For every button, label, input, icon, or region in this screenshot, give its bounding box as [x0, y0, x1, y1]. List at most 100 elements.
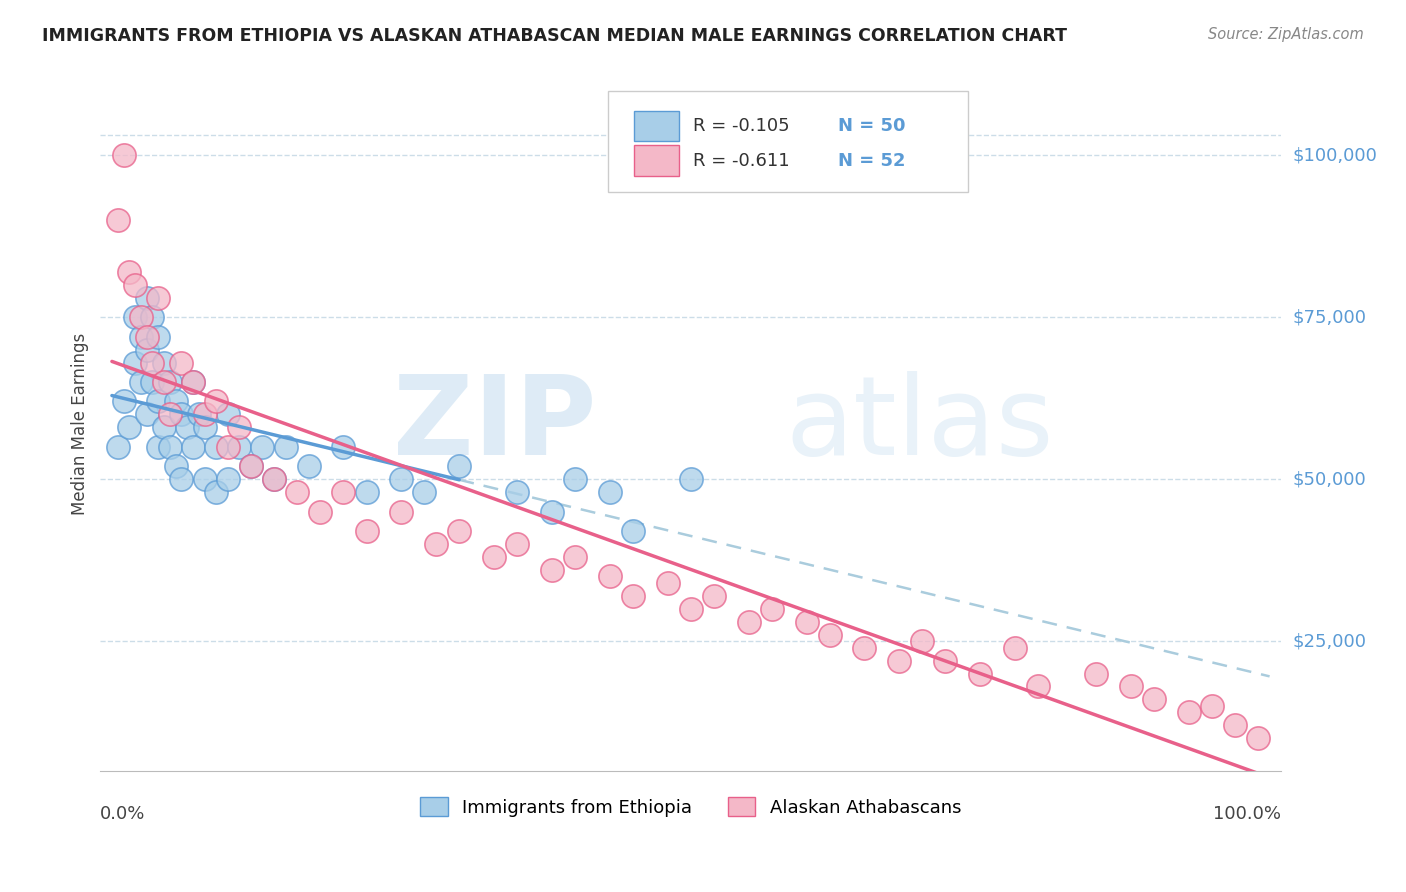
- Point: [969, 666, 991, 681]
- Point: [564, 472, 586, 486]
- Point: [205, 394, 228, 409]
- Point: [118, 420, 141, 434]
- Point: [153, 420, 176, 434]
- Point: [153, 355, 176, 369]
- Text: 100.0%: 100.0%: [1213, 805, 1281, 823]
- Point: [934, 654, 956, 668]
- Text: R = -0.105: R = -0.105: [693, 117, 790, 135]
- Point: [1004, 640, 1026, 655]
- Point: [449, 459, 471, 474]
- Text: $50,000: $50,000: [1294, 470, 1367, 488]
- Point: [599, 569, 621, 583]
- Point: [124, 310, 146, 325]
- Point: [540, 504, 562, 518]
- Point: [703, 589, 725, 603]
- Point: [239, 459, 262, 474]
- Point: [170, 408, 193, 422]
- Point: [263, 472, 285, 486]
- Text: $75,000: $75,000: [1294, 308, 1367, 326]
- Point: [124, 355, 146, 369]
- Point: [148, 291, 170, 305]
- Point: [506, 485, 529, 500]
- Point: [107, 213, 129, 227]
- Point: [449, 524, 471, 538]
- Point: [1223, 718, 1246, 732]
- Point: [135, 291, 157, 305]
- Point: [540, 563, 562, 577]
- Point: [153, 375, 176, 389]
- Point: [176, 420, 198, 434]
- Point: [135, 343, 157, 357]
- Point: [506, 537, 529, 551]
- Point: [129, 329, 152, 343]
- Point: [181, 375, 204, 389]
- Point: [239, 459, 262, 474]
- Point: [228, 420, 250, 434]
- Point: [818, 627, 841, 641]
- Point: [112, 148, 135, 162]
- Point: [129, 310, 152, 325]
- Point: [124, 277, 146, 292]
- Point: [482, 549, 505, 564]
- Point: [298, 459, 321, 474]
- Point: [679, 472, 702, 486]
- Point: [1084, 666, 1107, 681]
- Point: [599, 485, 621, 500]
- Point: [1177, 706, 1199, 720]
- FancyBboxPatch shape: [609, 91, 969, 192]
- Text: ZIP: ZIP: [392, 370, 596, 477]
- Point: [332, 440, 354, 454]
- Point: [141, 310, 163, 325]
- Point: [356, 524, 378, 538]
- Point: [112, 394, 135, 409]
- Point: [118, 265, 141, 279]
- Point: [657, 575, 679, 590]
- Point: [413, 485, 436, 500]
- Point: [263, 472, 285, 486]
- Point: [853, 640, 876, 655]
- Point: [193, 420, 215, 434]
- Point: [170, 355, 193, 369]
- Point: [159, 375, 181, 389]
- Text: Source: ZipAtlas.com: Source: ZipAtlas.com: [1208, 27, 1364, 42]
- Point: [217, 408, 239, 422]
- Point: [193, 472, 215, 486]
- Point: [389, 504, 412, 518]
- Point: [252, 440, 274, 454]
- Point: [141, 355, 163, 369]
- Point: [181, 440, 204, 454]
- Point: [205, 440, 228, 454]
- Point: [1026, 680, 1049, 694]
- Point: [165, 459, 187, 474]
- Point: [621, 589, 644, 603]
- Point: [679, 601, 702, 615]
- Point: [796, 615, 818, 629]
- Y-axis label: Median Male Earnings: Median Male Earnings: [72, 333, 89, 516]
- Point: [170, 472, 193, 486]
- Text: $25,000: $25,000: [1294, 632, 1367, 650]
- Point: [107, 440, 129, 454]
- Point: [285, 485, 308, 500]
- Point: [564, 549, 586, 564]
- Point: [621, 524, 644, 538]
- Point: [356, 485, 378, 500]
- Point: [1143, 692, 1166, 706]
- Point: [135, 408, 157, 422]
- Point: [148, 329, 170, 343]
- Text: atlas: atlas: [785, 370, 1053, 477]
- Point: [425, 537, 447, 551]
- Text: 0.0%: 0.0%: [100, 805, 146, 823]
- Point: [165, 394, 187, 409]
- FancyBboxPatch shape: [634, 145, 679, 176]
- Point: [228, 440, 250, 454]
- Point: [205, 485, 228, 500]
- Point: [159, 440, 181, 454]
- Point: [737, 615, 759, 629]
- Point: [274, 440, 297, 454]
- Text: R = -0.611: R = -0.611: [693, 152, 790, 169]
- Point: [217, 440, 239, 454]
- FancyBboxPatch shape: [634, 111, 679, 141]
- Point: [181, 375, 204, 389]
- Point: [889, 654, 911, 668]
- Point: [187, 408, 209, 422]
